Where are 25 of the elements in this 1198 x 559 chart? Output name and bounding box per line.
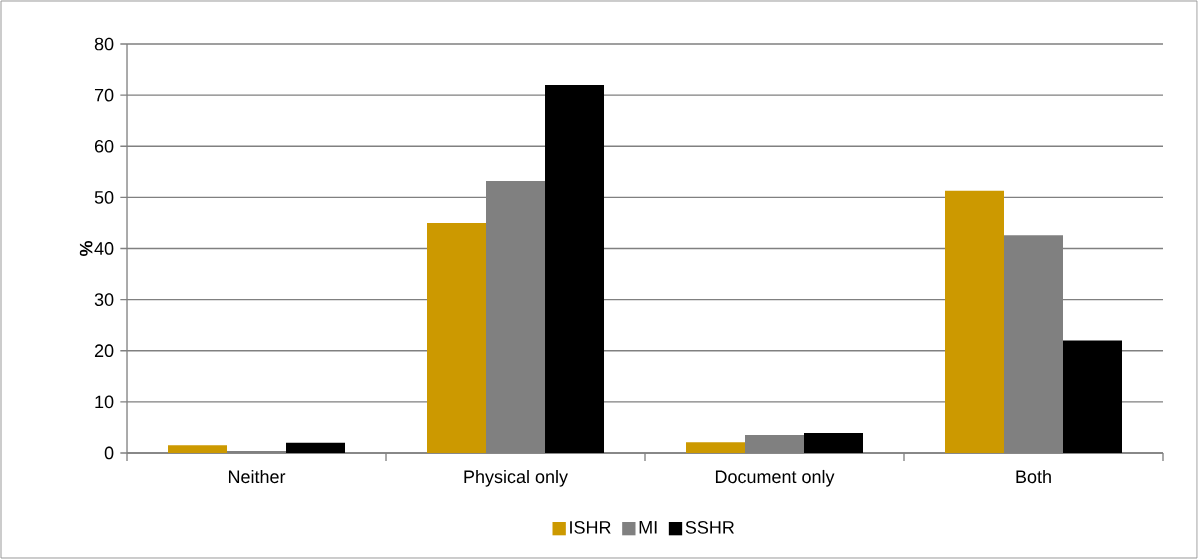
y-tick-label: 30 (94, 293, 114, 306)
bar (168, 445, 228, 453)
y-axis-title: % (79, 240, 93, 257)
y-tick-label: 60 (94, 139, 114, 153)
bar (545, 84, 605, 453)
y-tick-label: 40 (94, 242, 114, 255)
y-tick-label: 10 (95, 395, 114, 409)
y-tick-label: 20 (94, 344, 114, 358)
legend-label: SSHR (685, 521, 735, 534)
y-tick-label: 50 (94, 191, 114, 204)
x-tick-label: Neither (228, 469, 286, 484)
x-tick-label: Physical only (464, 469, 568, 487)
bar (804, 433, 863, 453)
y-tick-label: 70 (94, 88, 114, 102)
bar (286, 442, 346, 453)
legend-label: MI (639, 521, 657, 534)
x-tick-label: Both (1016, 469, 1051, 484)
y-tick-label: 80 (94, 37, 114, 51)
bar (945, 190, 1004, 453)
bar (686, 442, 746, 453)
legend-label: ISHR (570, 521, 611, 534)
bar (427, 222, 487, 453)
bar (1063, 340, 1122, 453)
y-tick-label: 0 (104, 446, 114, 460)
x-tick-label: Document only (715, 469, 835, 487)
